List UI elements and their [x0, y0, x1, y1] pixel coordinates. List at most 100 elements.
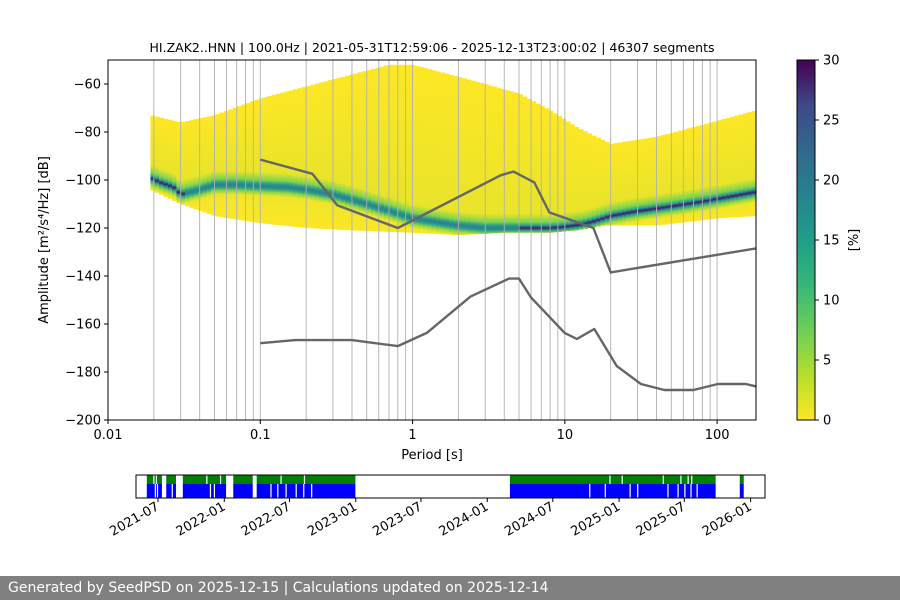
heatmap-column	[202, 117, 208, 213]
heatmap-column	[466, 79, 472, 235]
heatmap-column	[275, 93, 281, 226]
coverage-segment-bottom	[509, 484, 716, 498]
colorbar-tick-label: 25	[823, 114, 840, 129]
coverage-gap	[680, 475, 682, 484]
heatmap-column	[617, 142, 623, 226]
heatmap-column	[474, 81, 480, 235]
heatmap-column	[526, 98, 532, 233]
coverage-gap	[156, 484, 159, 498]
reference-curve-nlnm	[260, 277, 756, 392]
y-tick-label: −60	[74, 78, 101, 93]
y-tick-label: −200	[65, 414, 101, 429]
heatmap-column	[704, 123, 710, 220]
heatmap-column	[565, 121, 571, 232]
reference-curve-nhnm	[259, 158, 756, 274]
heatmap-column	[747, 112, 753, 217]
coverage-gap	[280, 475, 282, 484]
heatmap-column	[669, 132, 675, 224]
heatmap-column	[219, 112, 225, 218]
heatmap-column	[340, 76, 346, 230]
y-tick-label: −100	[65, 174, 101, 189]
heatmap-column	[695, 126, 701, 221]
heatmap-column	[167, 119, 173, 199]
coverage-gap	[209, 484, 212, 498]
heatmap-column	[418, 66, 424, 234]
heatmap-column	[431, 70, 437, 234]
heatmap-column	[301, 86, 307, 228]
heatmap-column	[708, 122, 714, 220]
heatmap-column	[176, 121, 182, 203]
heatmap-column	[496, 87, 502, 234]
timeline-tick-label: 2023-01	[305, 499, 360, 539]
colorbar	[796, 59, 816, 421]
heatmap-column	[457, 77, 463, 236]
timeline-tick-label: 2024-01	[437, 499, 492, 539]
heatmap-column	[626, 141, 632, 226]
coverage-gap	[589, 484, 591, 498]
coverage-segment-bottom	[166, 484, 176, 498]
heatmap-column	[643, 138, 649, 226]
timeline-tick-label: 2025-01	[569, 499, 624, 539]
heatmap-column	[154, 116, 160, 193]
heatmap-column	[388, 64, 394, 232]
heatmap-column	[254, 99, 260, 223]
x-axis-ticks: 0.01 0.1 1 10 100	[94, 420, 730, 443]
colorbar-tick-label: 10	[823, 294, 840, 309]
heatmap-column	[595, 137, 601, 227]
heatmap-column	[185, 121, 190, 207]
coverage-gap	[691, 475, 693, 484]
heatmap-column	[570, 124, 575, 231]
timeline-frame	[135, 474, 766, 499]
heatmap-column	[717, 120, 722, 219]
coverage-gap	[295, 484, 297, 498]
timeline-tick-label: 2022-07	[239, 499, 294, 539]
heatmap-column	[453, 76, 459, 236]
coverage-gap	[637, 484, 639, 498]
coverage-segment-top	[256, 475, 356, 484]
y-axis-label: Amplitude [m²/s⁴/Hz] [dB]	[37, 156, 52, 324]
heatmap-column	[371, 68, 376, 232]
x-tick-label: 0.1	[250, 428, 271, 443]
y-tick-label: −80	[74, 126, 101, 141]
heatmap-column	[379, 66, 385, 232]
heatmap-column	[297, 88, 303, 228]
coverage-gap	[303, 475, 306, 484]
heatmap-column	[647, 137, 653, 226]
heatmap-column	[271, 94, 277, 225]
x-tick-label: 10	[557, 428, 574, 443]
heatmap-column	[392, 64, 398, 233]
coverage-segment-bottom	[233, 484, 253, 498]
psd-heatmap	[150, 64, 756, 236]
heatmap-column	[743, 113, 748, 217]
heatmap-column	[422, 68, 428, 234]
colorbar-ticks: 0 5 10 15 20 25 30	[815, 54, 840, 429]
heatmap-column	[249, 101, 255, 222]
heatmap-column	[539, 105, 545, 233]
heatmap-column	[513, 92, 519, 233]
heatmap-column	[206, 116, 212, 215]
heatmap-column	[180, 121, 186, 205]
y-tick-label: −140	[65, 270, 101, 285]
coverage-gap	[206, 475, 208, 484]
coverage-segment-top	[182, 475, 227, 484]
heatmap-column	[487, 85, 493, 234]
coverage-gap	[621, 475, 623, 484]
colorbar-tick-label: 15	[823, 234, 840, 249]
heatmap-column	[405, 64, 411, 233]
chart-title: HI.ZAK2..HNN | 100.0Hz | 2021-05-31T12:5…	[150, 40, 715, 55]
heatmap-column	[245, 102, 251, 222]
heatmap-column	[470, 80, 476, 235]
noise-model-curves	[259, 158, 756, 392]
timeline-tick-label: 2023-07	[370, 499, 425, 539]
coverage-gap	[677, 484, 679, 498]
x-tick-label: 0.01	[94, 428, 123, 443]
footer-text: Generated by SeedPSD on 2025-12-15 | Cal…	[0, 576, 900, 600]
coverage-gap	[629, 484, 631, 498]
heatmap-column	[314, 83, 320, 229]
heatmap-column	[401, 64, 407, 233]
heatmap-column	[574, 126, 580, 231]
period-gridlines	[153, 60, 718, 420]
heatmap-column	[686, 128, 692, 222]
coverage-segment-top	[739, 475, 744, 484]
